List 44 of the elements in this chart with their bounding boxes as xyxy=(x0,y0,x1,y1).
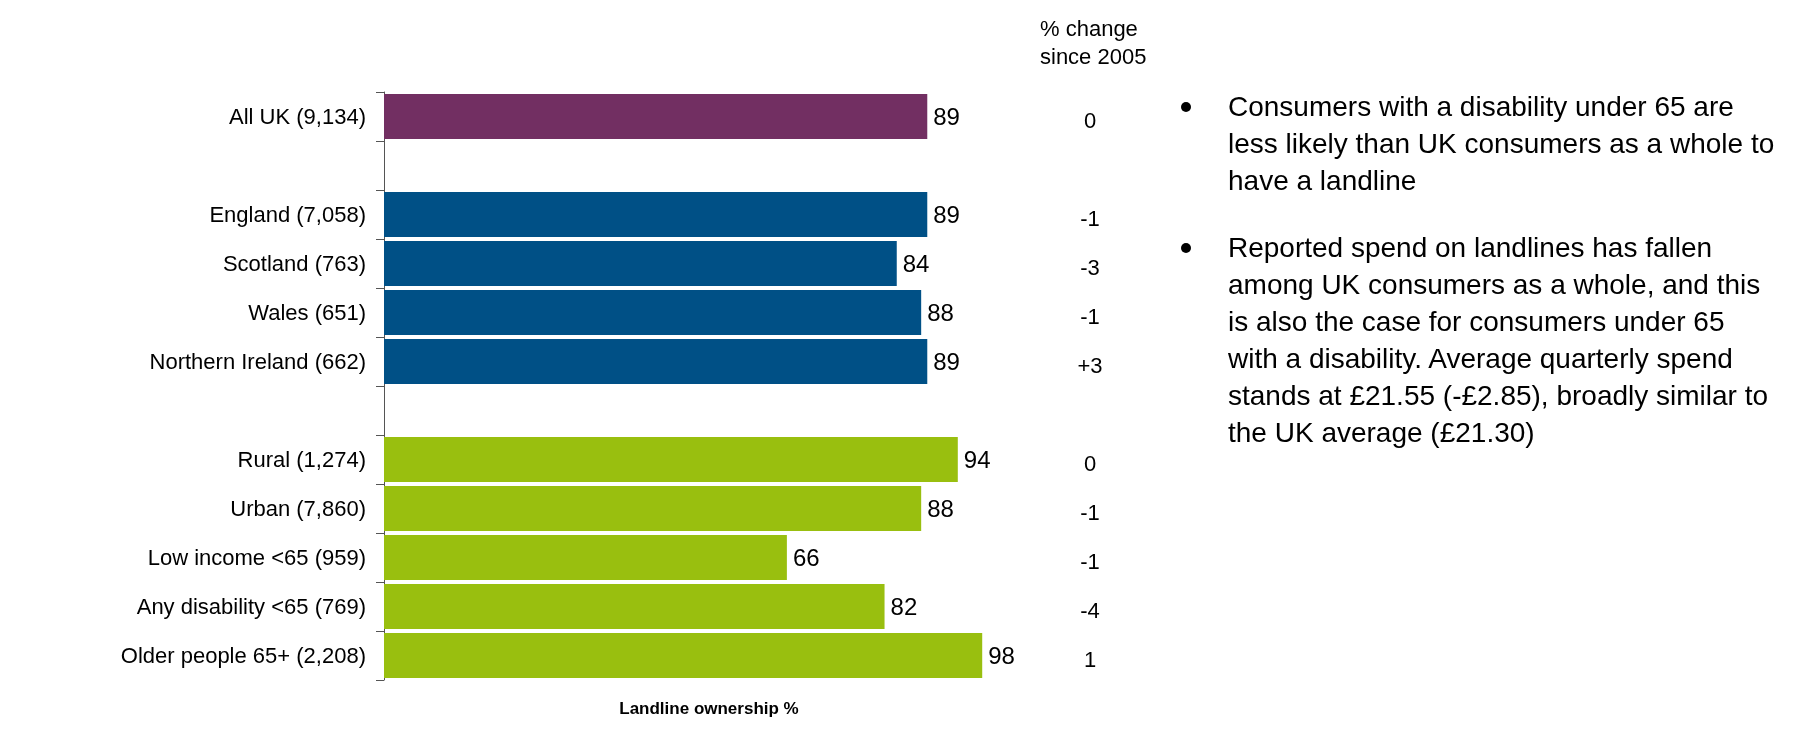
bar xyxy=(384,583,885,630)
bar xyxy=(384,191,928,238)
text: -1 xyxy=(1080,549,1100,574)
data-label: 89 xyxy=(933,201,960,228)
data-label: 88 xyxy=(927,299,954,326)
y-tick-label: Northern Ireland (662) xyxy=(149,349,366,374)
y-tick-label: England (7,058) xyxy=(209,202,366,227)
bar xyxy=(384,485,922,532)
text: -1 xyxy=(1080,500,1100,525)
bar xyxy=(384,534,787,581)
y-tick-label: Urban (7,860) xyxy=(230,496,366,521)
text: +3 xyxy=(1077,353,1103,378)
bar xyxy=(384,338,928,385)
y-tick-label: All UK (9,134) xyxy=(229,104,366,129)
text: % change since 2005 xyxy=(1040,15,1147,69)
data-label: 89 xyxy=(933,348,960,375)
y-tick-label: Scotland (763) xyxy=(222,251,366,276)
text: 0 xyxy=(1083,451,1097,476)
x-axis-title: Landline ownership % xyxy=(619,698,799,718)
text: -3 xyxy=(1080,255,1100,280)
data-label: 98 xyxy=(988,642,1015,669)
data-label: 88 xyxy=(927,495,954,522)
bar xyxy=(384,436,958,483)
text: -1 xyxy=(1080,206,1100,231)
bar xyxy=(384,632,983,679)
text: Reported spend on landlines has fallen among UK consumers as a whole, and this is also the case for consumers under 65 with a disability. Average quarterly spend stands at £21.55 (-£2.85), broadly similar to the UK average (£21.30) xyxy=(1228,231,1770,450)
bar xyxy=(384,240,897,287)
data-label: 66 xyxy=(792,544,820,571)
y-tick-label: Older people 65+ (2,208) xyxy=(120,643,366,668)
text: 0 xyxy=(1083,108,1097,133)
y-tick-label: Wales (651) xyxy=(248,300,366,325)
data-label: 94 xyxy=(963,446,991,473)
text: -1 xyxy=(1080,304,1100,329)
y-tick-label: Any disability <65 (769) xyxy=(136,594,366,619)
y-tick-label: Rural (1,274) xyxy=(237,447,366,472)
y-tick-label: Low income <65 (959) xyxy=(147,545,366,570)
data-label: 84 xyxy=(902,250,930,277)
text: 1 xyxy=(1083,647,1097,672)
bar xyxy=(384,93,928,140)
data-label: 82 xyxy=(890,593,918,620)
text: Consumers with a disability under 65 are less likely than UK consumers as a whole to have a landline xyxy=(1228,90,1776,198)
data-label: 89 xyxy=(933,103,960,130)
text: -4 xyxy=(1080,598,1100,623)
bar xyxy=(384,289,922,336)
